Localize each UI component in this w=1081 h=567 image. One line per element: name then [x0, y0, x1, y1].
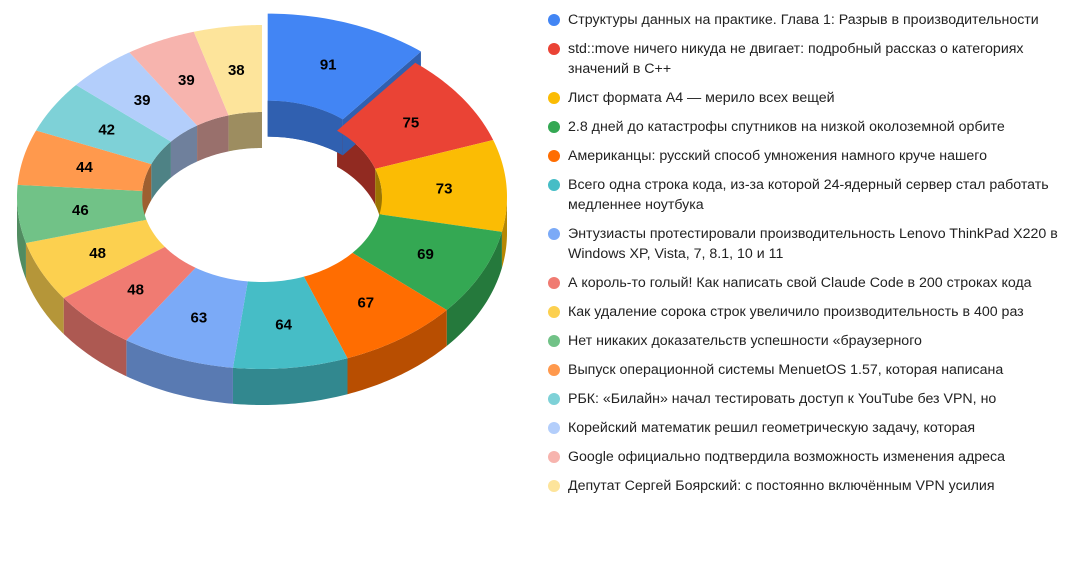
legend-item[interactable]: Как удаление сорока строк увеличило прои…	[545, 302, 1075, 322]
slice-value-label: 39	[178, 72, 195, 89]
legend-item[interactable]: Депутат Сергей Боярский: с постоянно вкл…	[545, 476, 1075, 496]
slice-outer-wall	[347, 309, 447, 395]
slice-top[interactable]	[76, 52, 198, 142]
slice-top[interactable]	[352, 214, 502, 310]
slice-value-label: 63	[191, 310, 208, 327]
legend-bullet-icon	[548, 179, 560, 191]
legend-label: std::move ничего никуда не двигает: подр…	[568, 41, 1024, 77]
slice-top[interactable]	[375, 139, 507, 232]
slice-value-label: 69	[417, 246, 434, 263]
slice-value-label: 75	[403, 115, 420, 132]
legend-item[interactable]: Лист формата А4 — мерило всех вещей	[545, 88, 1075, 108]
donut-chart-svg: 91 75 73 69 67 64 63 48 48 46 44 42 39 39 38	[17, 13, 507, 405]
legend-item[interactable]: Нет никаких доказательств успешности «бр…	[545, 331, 1075, 351]
slice-tops	[17, 13, 507, 369]
slice-value-label: 73	[436, 180, 453, 197]
legend-bullet-icon	[548, 121, 560, 133]
legend-label: А король-то голый! Как написать свой Cla…	[568, 275, 1032, 291]
slice-outer-wall	[17, 197, 26, 280]
slice-outer-wall	[501, 197, 507, 268]
legend-label: РБК: «Билайн» начал тестировать доступ к…	[568, 391, 997, 407]
slice-inner-wall	[142, 164, 152, 228]
legend-label: Нет никаких доказательств успешности «бр…	[568, 333, 922, 349]
chart-legend: Структуры данных на практике. Глава 1: Р…	[545, 10, 1075, 505]
legend-bullet-icon	[548, 480, 560, 492]
legend-label: Google официально подтвердила возможност…	[568, 449, 1005, 465]
slice-value-label: 91	[320, 56, 337, 73]
slice-top[interactable]	[126, 267, 248, 368]
legend-item[interactable]: Выпуск операционной системы MenuetOS 1.5…	[545, 360, 1075, 380]
legend-bullet-icon	[548, 228, 560, 240]
slice-inner-wall	[151, 141, 171, 201]
legend-label: Как удаление сорока строк увеличило прои…	[568, 304, 1024, 320]
legend-bullet-icon	[548, 393, 560, 405]
legend-bullet-icon	[548, 14, 560, 26]
slice-outer-wall	[446, 231, 502, 346]
legend-item[interactable]: Структуры данных на практике. Глава 1: Р…	[545, 10, 1075, 30]
slice-inner-wall	[267, 100, 343, 156]
legend-bullet-icon	[548, 306, 560, 318]
slice-inner-wall	[170, 125, 198, 178]
slice-top[interactable]	[36, 84, 171, 165]
legend-label: Структуры данных на практике. Глава 1: Р…	[568, 12, 1039, 28]
slice-value-label: 38	[228, 62, 245, 79]
slice-outer-wall	[25, 243, 64, 334]
legend-bullet-icon	[548, 92, 560, 104]
legend-bullet-icon	[548, 43, 560, 55]
slice-top[interactable]	[303, 252, 447, 359]
legend-bullet-icon	[548, 422, 560, 434]
legend-item[interactable]: Американцы: русский способ умножения нам…	[545, 146, 1075, 166]
slice-value-label: 39	[134, 92, 151, 109]
legend-item[interactable]: Энтузиасты протестировали производительн…	[545, 224, 1075, 264]
slice-top[interactable]	[267, 13, 421, 120]
slice-top[interactable]	[232, 276, 348, 369]
legend-item[interactable]: std::move ничего никуда не двигает: подр…	[545, 39, 1075, 79]
slice-top[interactable]	[25, 219, 165, 298]
legend-item[interactable]: Всего одна строка кода, из-за которой 24…	[545, 175, 1075, 215]
legend-label: Американцы: русский способ умножения нам…	[568, 148, 988, 164]
legend-label: Лист формата А4 — мерило всех вещей	[568, 90, 835, 106]
slice-outer-wall	[63, 298, 127, 377]
slice-value-label: 46	[72, 202, 89, 219]
legend-item[interactable]: Google официально подтвердила возможност…	[545, 447, 1075, 467]
slice-outer-wall	[232, 358, 348, 405]
legend-label: Корейский математик решил геометрическую…	[568, 420, 976, 436]
legend-item[interactable]: РБК: «Билайн» начал тестировать доступ к…	[545, 389, 1075, 409]
legend-label: Энтузиасты протестировали производительн…	[568, 226, 1058, 262]
legend-label: Выпуск операционной системы MenuetOS 1.5…	[568, 362, 1004, 378]
slice-top[interactable]	[17, 130, 152, 192]
slice-inner-wall	[228, 112, 262, 152]
legend-bullet-icon	[548, 335, 560, 347]
legend-label: 2.8 дней до катастрофы спутников на низк…	[568, 119, 1005, 135]
legend-bullet-icon	[548, 364, 560, 376]
slice-top[interactable]	[337, 62, 494, 169]
legend-bullet-icon	[548, 277, 560, 289]
legend-item[interactable]: Корейский математик решил геометрическую…	[545, 418, 1075, 438]
slice-value-label: 42	[98, 122, 115, 139]
slice-top[interactable]	[193, 25, 262, 116]
slice-top[interactable]	[129, 31, 229, 126]
legend-label: Всего одна строка кода, из-за которой 24…	[568, 177, 1049, 213]
slice-value-label: 67	[357, 295, 374, 312]
slice-inner-wall	[197, 115, 229, 162]
legend-bullet-icon	[548, 451, 560, 463]
donut-chart: 91 75 73 69 67 64 63 48 48 46 44 42 39 39 38	[0, 0, 530, 567]
legend-item[interactable]: А король-то голый! Как написать свой Cla…	[545, 273, 1075, 293]
slice-top[interactable]	[63, 246, 196, 341]
slice-outer-wall	[126, 340, 233, 404]
slice-labels: 91 75 73 69 67 64 63 48 48 46 44 42 39 39 38	[72, 56, 452, 333]
slice-value-label: 44	[76, 159, 93, 176]
slice-value-label: 48	[89, 245, 106, 262]
legend-item[interactable]: 2.8 дней до катастрофы спутников на низк…	[545, 117, 1075, 137]
legend-bullet-icon	[548, 150, 560, 162]
slice-value-label: 64	[275, 317, 292, 334]
legend-label: Депутат Сергей Боярский: с постоянно вкл…	[568, 478, 995, 494]
slice-top[interactable]	[17, 184, 147, 244]
slice-value-label: 48	[127, 282, 144, 299]
